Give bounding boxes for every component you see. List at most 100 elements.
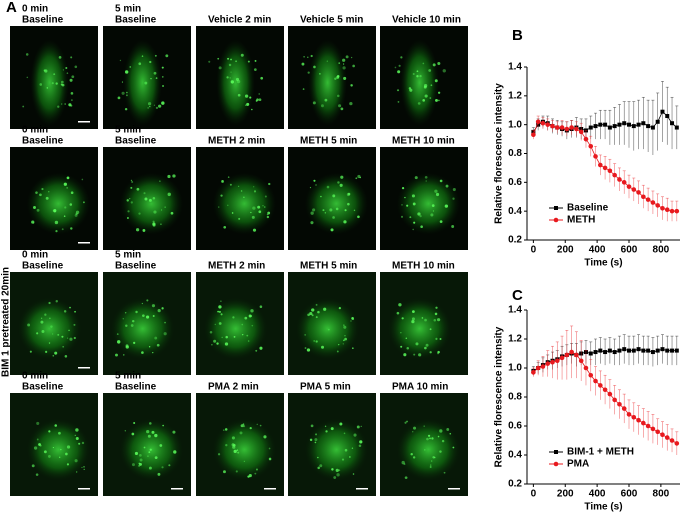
image-caption: PMA 5 min: [300, 382, 351, 393]
puncta: [304, 347, 307, 349]
puncta: [149, 60, 152, 64]
marker: [650, 350, 655, 355]
puncta: [70, 56, 73, 59]
puncta: [432, 210, 435, 212]
puncta: [231, 212, 234, 214]
puncta: [324, 212, 327, 214]
puncta: [121, 91, 125, 95]
puncta: [145, 315, 150, 319]
puncta: [241, 333, 244, 336]
puncta: [70, 92, 74, 95]
puncta: [75, 471, 78, 473]
puncta: [41, 187, 44, 191]
puncta: [268, 457, 272, 461]
puncta: [259, 305, 263, 308]
puncta: [154, 336, 158, 340]
marker: [660, 109, 665, 114]
puncta: [303, 56, 305, 58]
puncta: [251, 108, 253, 111]
puncta: [130, 186, 133, 189]
puncta: [63, 182, 67, 186]
puncta: [315, 316, 318, 319]
puncta: [254, 59, 257, 62]
puncta: [430, 460, 433, 462]
puncta: [430, 213, 434, 217]
puncta: [248, 474, 252, 478]
puncta: [397, 101, 400, 103]
puncta: [231, 443, 235, 447]
puncta: [310, 424, 314, 428]
puncta: [121, 81, 124, 83]
marker: [612, 350, 617, 355]
marker: [617, 122, 622, 127]
marker: [617, 401, 622, 407]
puncta: [45, 350, 48, 353]
puncta: [329, 208, 333, 212]
puncta: [81, 466, 83, 469]
puncta: [233, 449, 237, 454]
marker: [554, 358, 560, 364]
puncta: [452, 188, 456, 192]
puncta: [208, 60, 211, 63]
puncta: [340, 107, 344, 111]
puncta: [307, 313, 310, 317]
marker: [598, 122, 603, 127]
puncta: [307, 56, 309, 58]
marker: [598, 348, 603, 353]
puncta: [61, 83, 65, 87]
marker: [665, 348, 670, 353]
puncta: [125, 70, 129, 74]
puncta: [312, 208, 316, 212]
scale-bar: [448, 488, 460, 490]
marker: [569, 125, 574, 130]
puncta: [432, 63, 436, 67]
puncta: [130, 179, 133, 182]
marker: [669, 438, 675, 443]
legend-marker: [554, 206, 558, 210]
puncta: [129, 197, 131, 200]
marker: [636, 122, 641, 127]
puncta: [227, 176, 230, 178]
puncta: [338, 343, 340, 346]
cell: [26, 418, 91, 481]
puncta: [249, 426, 252, 430]
y-tick-label: 0.6: [508, 421, 522, 432]
puncta: [359, 440, 363, 444]
puncta: [146, 299, 149, 302]
puncta: [74, 213, 78, 217]
puncta: [163, 332, 167, 336]
puncta: [403, 463, 406, 466]
marker: [646, 124, 651, 129]
image-caption: METH 2 min: [208, 136, 265, 147]
puncta: [70, 191, 74, 195]
marker: [645, 197, 651, 202]
puncta: [255, 468, 258, 471]
puncta: [66, 463, 70, 466]
puncta: [231, 436, 235, 440]
puncta: [125, 324, 128, 327]
marker: [655, 119, 660, 124]
puncta: [339, 183, 343, 187]
marker: [670, 348, 675, 353]
puncta: [83, 468, 85, 471]
x-tick-label: 200: [557, 245, 574, 256]
puncta: [165, 54, 169, 58]
image-caption: Baseline: [115, 136, 157, 147]
marker: [621, 406, 627, 411]
puncta: [435, 306, 438, 309]
puncta: [161, 466, 164, 469]
puncta: [168, 464, 171, 467]
puncta: [48, 301, 51, 305]
puncta: [429, 351, 432, 354]
puncta: [152, 222, 156, 226]
puncta: [431, 437, 434, 440]
marker: [626, 184, 632, 189]
marker: [636, 190, 641, 195]
cell: [304, 418, 369, 481]
puncta: [349, 456, 351, 458]
y-tick-label: 0.6: [508, 177, 522, 188]
x-axis-label: Time (s): [584, 502, 622, 513]
image-caption: Baseline: [115, 261, 157, 272]
puncta: [257, 205, 261, 209]
puncta: [359, 176, 361, 179]
